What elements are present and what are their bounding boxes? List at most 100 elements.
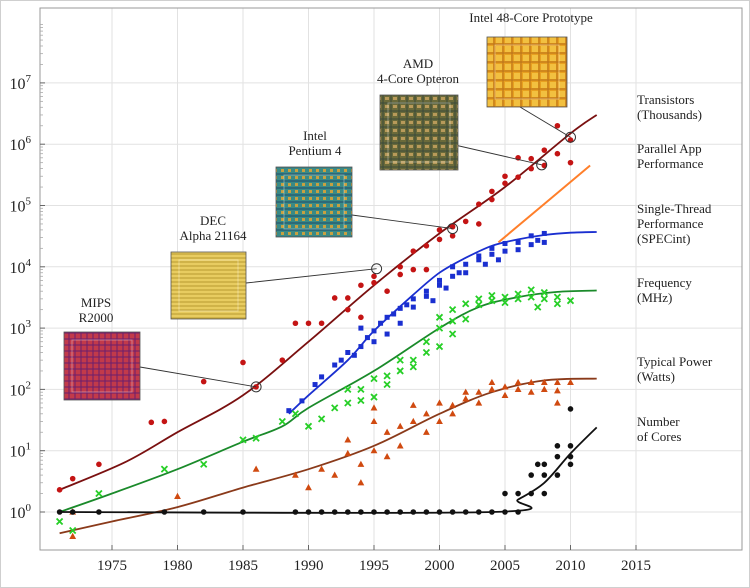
frequency-point: [435, 313, 444, 321]
power-point: [252, 465, 260, 472]
single_thread-point: [502, 248, 508, 254]
cores-point: [515, 509, 521, 515]
single_thread-point: [489, 245, 495, 251]
chip-die-image: [170, 251, 247, 320]
power-point: [449, 401, 456, 408]
cores-point: [489, 509, 495, 515]
cores-point: [567, 406, 574, 412]
power-point: [357, 460, 365, 467]
single_thread-point: [286, 408, 292, 414]
x-tick-label: 2010: [556, 558, 586, 574]
single_thread-point: [371, 339, 377, 345]
frequency-point: [409, 356, 417, 364]
transistors-point: [541, 147, 548, 153]
single_thread-point: [502, 240, 508, 246]
y-tick-label: 103: [10, 318, 32, 338]
power-point: [514, 385, 522, 392]
cores-point: [567, 443, 574, 449]
single_thread-point: [312, 382, 318, 388]
frequency-point: [252, 434, 260, 442]
power-point: [370, 404, 378, 411]
single_thread-point: [358, 325, 364, 331]
power-point: [305, 484, 312, 491]
parallel-trend-line: [497, 164, 591, 244]
frequency-point: [370, 374, 378, 383]
chip-label: Intel 48-Core Prototype: [469, 10, 593, 25]
chip-annotation: Intel Pentium 4: [275, 128, 459, 238]
cores-point: [331, 509, 338, 515]
frequency-point: [553, 300, 562, 308]
cores-point: [541, 461, 548, 468]
target-ring: [371, 263, 383, 275]
power-point: [527, 378, 535, 386]
power-point: [409, 417, 417, 425]
single_thread-point: [437, 277, 442, 283]
power-point: [423, 428, 430, 435]
single_thread-point: [450, 273, 456, 279]
y-tick-label: 104: [10, 257, 32, 277]
single_thread-point: [345, 349, 351, 355]
x-tick-label: 2000: [425, 558, 455, 574]
cores-point: [462, 509, 469, 515]
transistors-point: [489, 188, 495, 195]
transistors-point: [397, 271, 404, 278]
frequency-point: [501, 299, 509, 307]
frequency-point: [435, 324, 444, 332]
single_thread-point: [364, 335, 370, 341]
cores-point: [502, 490, 508, 497]
power-point: [449, 410, 456, 417]
cores-point: [292, 509, 299, 515]
frequency-point: [317, 415, 326, 423]
cores-point: [554, 443, 561, 449]
tick-labels: 1975 1980 1985 1990 1995 2000 2005 2010 2015 100 1…: [10, 73, 652, 574]
transistors-point: [148, 419, 155, 426]
frequency-point: [534, 303, 542, 311]
transistors-point: [410, 248, 417, 254]
series-labels: Transistors (Thousands) Parallel App Perfor…: [637, 92, 713, 444]
single_thread-point: [410, 304, 416, 310]
power-point: [554, 399, 561, 406]
transistors-point: [462, 218, 469, 225]
transistors-point: [345, 306, 351, 313]
cores-point: [410, 509, 417, 515]
frequency-point: [344, 399, 352, 407]
frequency-point: [278, 417, 286, 426]
frequency-point: [514, 290, 522, 298]
cores-point: [397, 509, 404, 515]
transistors-point: [554, 150, 561, 157]
transistors-point: [384, 288, 390, 294]
power-point: [344, 436, 352, 443]
frequency-point: [527, 286, 535, 294]
power-point: [370, 447, 378, 454]
power-point: [488, 385, 496, 392]
single_thread-point: [319, 374, 325, 380]
transistors-point: [200, 378, 207, 385]
transistors-point: [305, 320, 312, 327]
power-point: [409, 401, 417, 408]
transistors-point: [410, 266, 417, 273]
cores-point: [528, 490, 534, 497]
power-point: [396, 422, 404, 429]
chip-label: AMD 4-Core Opteron: [377, 56, 459, 86]
cores-point: [436, 509, 443, 515]
x-tick-label: 1985: [228, 558, 258, 574]
power-point: [396, 442, 404, 449]
frequency-point: [553, 293, 562, 301]
frequency-point: [304, 422, 313, 430]
cores-point: [318, 509, 325, 515]
transistors-point: [371, 273, 377, 280]
frequency-point: [95, 489, 103, 498]
frequency-point: [566, 297, 575, 305]
single_thread-point: [528, 233, 534, 239]
power-point: [501, 391, 509, 398]
target-ring: [536, 159, 548, 171]
frequency-point: [475, 295, 483, 303]
transistors-point: [397, 264, 404, 270]
data-points: [55, 122, 575, 539]
single_thread-point: [476, 253, 482, 259]
single_thread-point: [476, 257, 482, 263]
single_thread-point: [443, 285, 449, 291]
power-point: [488, 378, 496, 386]
power-series-label: Typical Power (Watts): [637, 354, 713, 384]
power-point: [554, 378, 561, 386]
